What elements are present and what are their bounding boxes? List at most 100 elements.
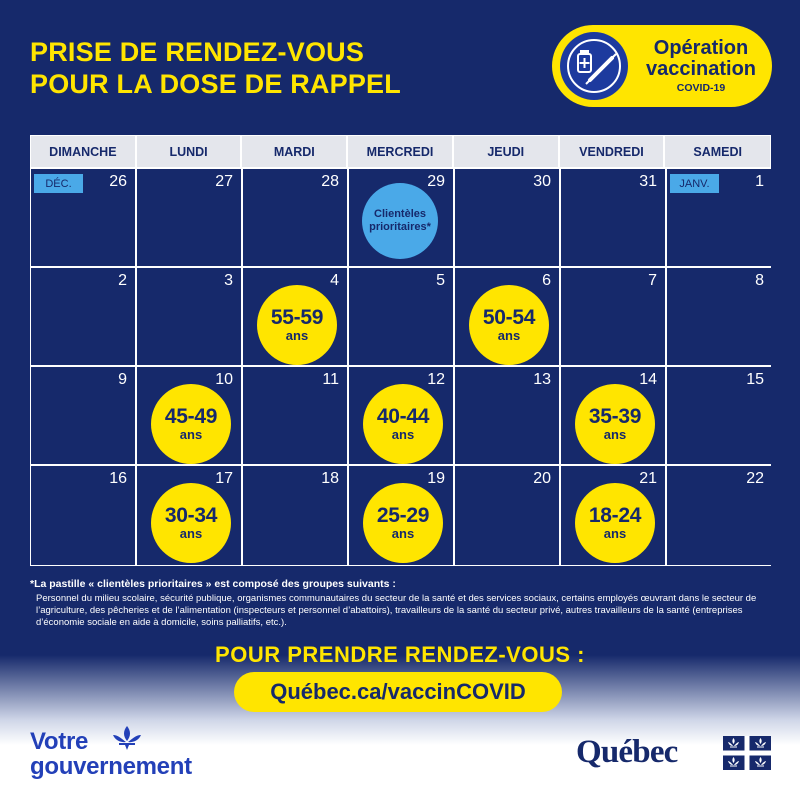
day-number: 8 <box>755 272 764 289</box>
day-cell: 26 DÉC. <box>31 169 135 266</box>
day-cell: 11 <box>243 367 347 464</box>
age-group-badge: 35-39 ans <box>575 384 655 464</box>
weekday-monday: LUNDI <box>136 136 241 167</box>
weekday-wednesday: MERCREDI <box>348 136 452 167</box>
age-unit: ans <box>391 526 415 541</box>
footnote-title: *La pastille « clientèles prioritaires »… <box>30 578 396 590</box>
age-group-badge: 50-54 ans <box>469 285 549 365</box>
day-cell: 5 <box>349 268 453 365</box>
age-range: 18-24 <box>588 504 642 527</box>
age-group-badge: 18-24 ans <box>575 483 655 563</box>
age-range: 30-34 <box>164 504 218 527</box>
age-range: 25-29 <box>376 504 430 527</box>
day-cell: 22 <box>667 466 772 565</box>
day-number: 10 <box>215 371 233 388</box>
day-cell: 7 <box>561 268 665 365</box>
day-cell: 19 25-29 ans <box>349 466 453 565</box>
age-unit: ans <box>391 427 415 442</box>
day-number: 6 <box>542 272 551 289</box>
day-cell: 9 <box>31 367 135 464</box>
day-number: 31 <box>639 173 657 190</box>
cta-heading: POUR PRENDRE RENDEZ-VOUS : <box>215 642 585 667</box>
day-cell: 30 <box>455 169 559 266</box>
age-range: 45-49 <box>164 405 218 428</box>
footnote-body: Personnel du milieu scolaire, sécurité p… <box>36 593 757 628</box>
age-unit: ans <box>603 526 627 541</box>
title-line-1: PRISE DE RENDEZ-VOUS <box>30 37 365 67</box>
age-group-badge: 30-34 ans <box>151 483 231 563</box>
age-group-badge: 45-49 ans <box>151 384 231 464</box>
day-cell: 18 <box>243 466 347 565</box>
calendar: DIMANCHE LUNDI MARDI MERCREDI JEUDI VEND… <box>30 135 772 566</box>
day-cell: 3 <box>137 268 241 365</box>
day-cell: 10 45-49 ans <box>137 367 241 464</box>
age-group-badge: 25-29 ans <box>363 483 443 563</box>
age-unit: ans <box>179 427 203 442</box>
day-number: 3 <box>224 272 233 289</box>
month-tag: DÉC. <box>34 174 83 193</box>
day-number: 2 <box>118 272 127 289</box>
footnote: *La pastille « clientèles prioritaires »… <box>30 578 775 629</box>
quebec-flag-icon <box>723 736 771 770</box>
day-cell: 2 <box>31 268 135 365</box>
age-unit: ans <box>497 328 521 343</box>
badge-line-3: COVID-19 <box>676 82 726 94</box>
page-title: PRISE DE RENDEZ-VOUS POUR LA DOSE DE RAP… <box>30 36 401 100</box>
day-cell: 4 55-59 ans <box>243 268 347 365</box>
day-number: 14 <box>639 371 657 388</box>
day-cell: 20 <box>455 466 559 565</box>
day-number: 28 <box>321 173 339 190</box>
age-range: 55-59 <box>270 306 324 329</box>
day-cell: 6 50-54 ans <box>455 268 559 365</box>
age-unit: ans <box>603 427 627 442</box>
booking-url-link[interactable]: Québec.ca/vaccinCOVID <box>234 672 562 712</box>
badge-line-1: Opération <box>653 37 749 59</box>
day-number: 16 <box>109 470 127 487</box>
age-group-badge: 40-44 ans <box>363 384 443 464</box>
day-cell: 8 <box>667 268 772 365</box>
day-number: 9 <box>118 371 127 388</box>
day-number: 26 <box>109 173 127 190</box>
day-number: 20 <box>533 470 551 487</box>
weekday-header: DIMANCHE LUNDI MARDI MERCREDI JEUDI VEND… <box>31 136 771 167</box>
day-cell: 12 40-44 ans <box>349 367 453 464</box>
syringe-vial-icon <box>560 32 628 100</box>
quebec-logo: Québec <box>576 734 678 770</box>
day-number: 11 <box>322 371 339 388</box>
day-number: 17 <box>215 470 233 487</box>
age-unit: ans <box>285 328 309 343</box>
age-range: 35-39 <box>588 405 642 428</box>
fleur-de-lis-icon <box>113 726 141 750</box>
weekday-friday: VENDREDI <box>559 136 664 167</box>
age-range: 40-44 <box>376 405 430 428</box>
day-cell: 27 <box>137 169 241 266</box>
age-range: 50-54 <box>482 306 536 329</box>
day-number: 22 <box>746 470 764 487</box>
day-cell: 14 35-39 ans <box>561 367 665 464</box>
day-number: 30 <box>533 173 551 190</box>
weekday-sunday: DIMANCHE <box>31 136 135 167</box>
day-cell: 29 Clientèles prioritaires* <box>349 169 453 266</box>
weekday-tuesday: MARDI <box>242 136 347 167</box>
age-group-badge: 55-59 ans <box>257 285 337 365</box>
day-cell: 1 JANV. <box>667 169 772 266</box>
day-cell: 15 <box>667 367 772 464</box>
votre-gouvernement-logo: Votre gouvernement <box>30 729 192 779</box>
day-cell: 17 30-34 ans <box>137 466 241 565</box>
calendar-grid: 26 DÉC. 27 28 29 Clientèles prioritaires* 30 31… <box>31 169 772 565</box>
day-number: 4 <box>330 272 339 289</box>
day-number: 13 <box>533 371 551 388</box>
badge-line-2: vaccination <box>645 58 757 80</box>
gov-line-1: Votre <box>30 728 89 755</box>
weekday-saturday: SAMEDI <box>665 136 771 167</box>
priority-clienteles-badge: Clientèles prioritaires* <box>362 183 438 259</box>
badge-text: Opération vaccination COVID-19 <box>636 38 766 96</box>
day-cell: 31 <box>561 169 665 266</box>
age-unit: ans <box>179 526 203 541</box>
day-number: 29 <box>427 173 445 190</box>
day-number: 19 <box>427 470 445 487</box>
day-number: 18 <box>321 470 339 487</box>
title-line-2: POUR LA DOSE DE RAPPEL <box>30 69 401 99</box>
day-number: 5 <box>436 272 445 289</box>
